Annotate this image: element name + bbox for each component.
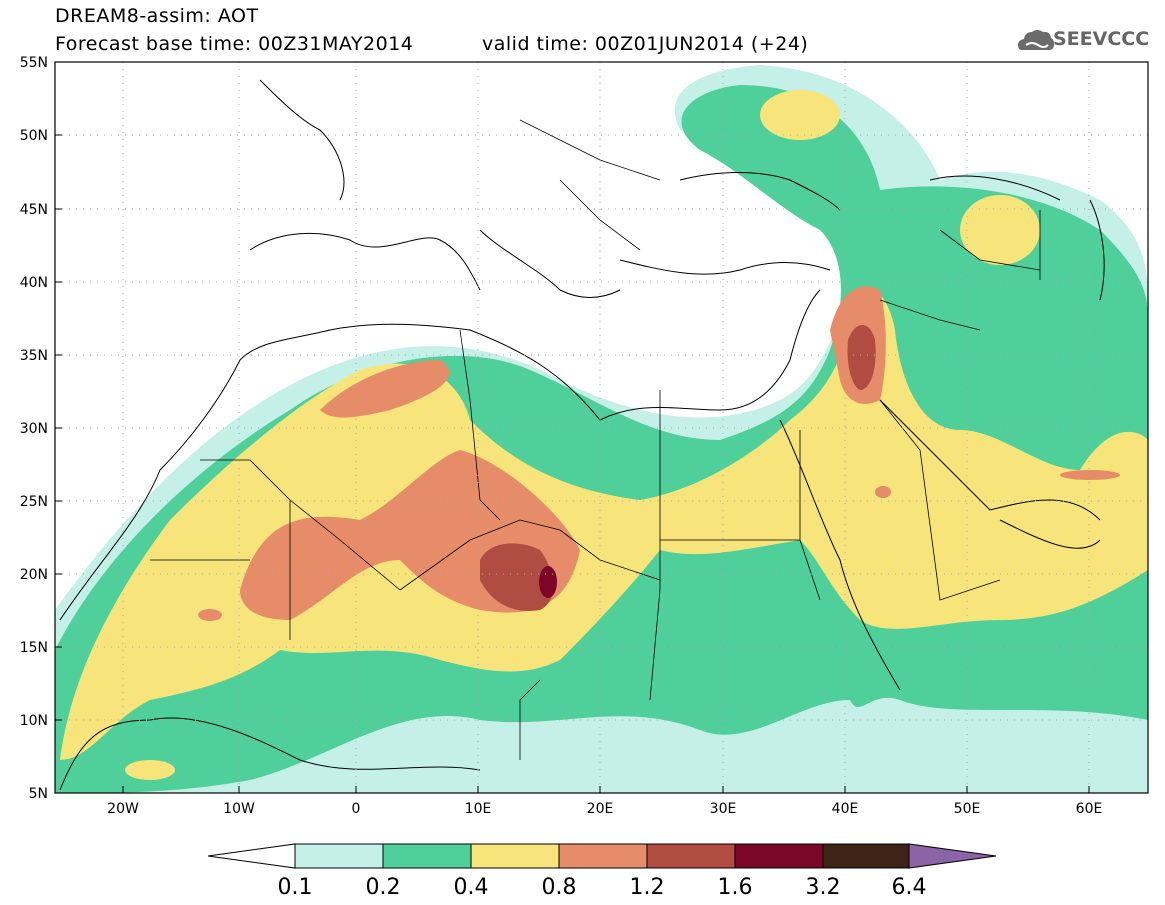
- colorbar-swatch: [734, 843, 824, 869]
- cloud-icon: [1018, 30, 1054, 50]
- colorbar-label: 0.4: [454, 875, 489, 900]
- colorbar-label: 3.2: [806, 875, 841, 900]
- gridlines: [55, 62, 1148, 793]
- colorbar-label: 6.4: [892, 875, 927, 900]
- map-title: DREAM8-assim: AOT: [55, 5, 259, 27]
- colorbar-swatch: [382, 843, 472, 869]
- colorbar-swatch: [558, 843, 648, 869]
- lat-label: 55N: [20, 55, 48, 71]
- colorbar-label: 0.8: [542, 875, 577, 900]
- lon-label: 20W: [107, 801, 139, 817]
- coastlines: [59, 79, 1105, 791]
- lon-label: 0: [352, 801, 361, 817]
- lon-label: 60E: [1076, 801, 1103, 817]
- colorbar-max-arrow: [908, 843, 997, 869]
- lat-label: 35N: [20, 348, 48, 364]
- lat-labels: 55N 50N 45N 40N 35N 30N 25N 20N 15N 10N …: [20, 55, 48, 802]
- lon-label: 20E: [587, 801, 614, 817]
- lat-label: 20N: [20, 567, 48, 583]
- colorbar-swatch: [294, 843, 384, 869]
- map-area: [55, 62, 1148, 793]
- colorbar-label: 1.6: [718, 875, 753, 900]
- lon-label: 30E: [710, 801, 737, 817]
- colorbar: [207, 843, 997, 869]
- lat-label: 50N: [20, 128, 48, 144]
- logo-text: SEEVCCC: [1053, 28, 1150, 50]
- colorbar-label: 0.1: [278, 875, 313, 900]
- lon-label: 10E: [465, 801, 492, 817]
- colorbar-swatch: [822, 843, 910, 869]
- lat-label: 15N: [20, 640, 48, 656]
- lat-label: 30N: [20, 421, 48, 437]
- lon-labels: 20W 10W 0 10E 20E 30E 40E 50E 60E: [107, 801, 1102, 817]
- lat-label: 25N: [20, 494, 48, 510]
- lat-label: 45N: [20, 202, 48, 218]
- forecast-base-time: Forecast base time: 00Z31MAY2014: [55, 33, 414, 55]
- lon-label: 40E: [832, 801, 859, 817]
- lon-label: 50E: [954, 801, 981, 817]
- colorbar-swatch: [470, 843, 560, 869]
- lat-label: 40N: [20, 275, 48, 291]
- lat-label: 5N: [29, 786, 48, 802]
- lat-label: 10N: [20, 713, 48, 729]
- colorbar-labels: 0.1 0.2 0.4 0.8 1.2 1.6 3.2 6.4: [278, 875, 927, 900]
- colorbar-label: 0.2: [366, 875, 401, 900]
- aot-field-1-2: [480, 325, 876, 611]
- country-borders: [150, 119, 1041, 760]
- colorbar-swatch: [646, 843, 736, 869]
- aot-field-1-6: [539, 566, 557, 598]
- colorbar-min-arrow: [207, 843, 296, 869]
- colorbar-label: 1.2: [630, 875, 665, 900]
- valid-time: valid time: 00Z01JUN2014 (+24): [482, 33, 809, 55]
- tick-marks: [55, 61, 1090, 794]
- lon-label: 10W: [223, 801, 255, 817]
